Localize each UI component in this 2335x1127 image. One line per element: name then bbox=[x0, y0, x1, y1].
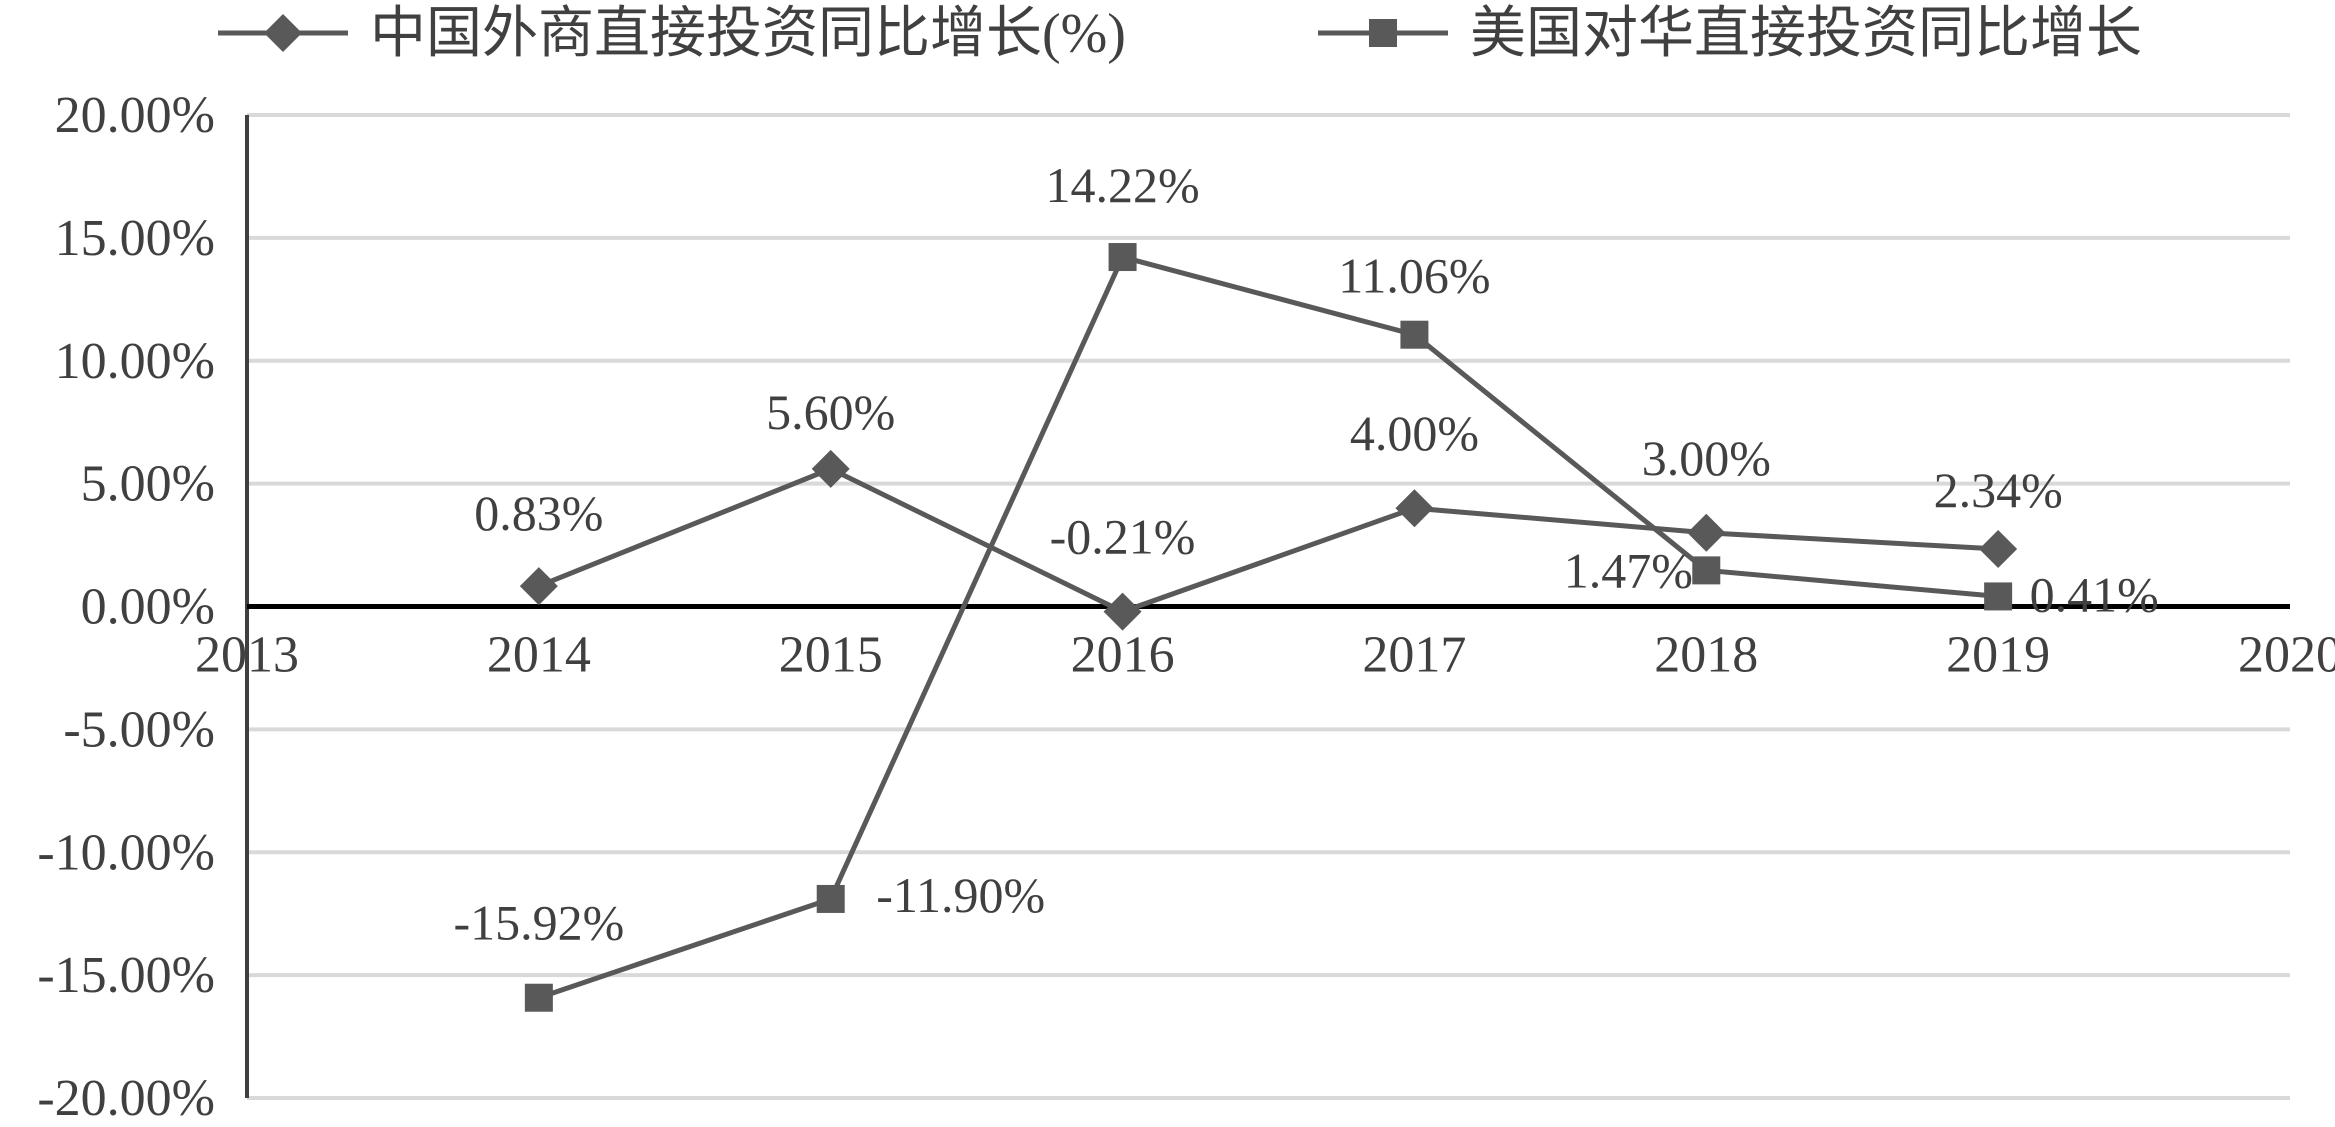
diamond-point-2015 bbox=[811, 449, 850, 488]
y-tick-label: 20.00% bbox=[55, 87, 215, 144]
data-label-1-2018: 3.00% bbox=[1642, 430, 1771, 486]
y-tick-label: -20.00% bbox=[37, 1070, 215, 1127]
x-tick-label: 2017 bbox=[1362, 627, 1466, 684]
series-line-2 bbox=[538, 254, 1999, 1001]
series-group bbox=[519, 243, 2018, 1012]
square-point-2014 bbox=[524, 983, 553, 1012]
series-line-1 bbox=[537, 466, 1999, 615]
diamond-point-2016 bbox=[1103, 592, 1142, 631]
data-label-1-2015: 5.60% bbox=[766, 384, 895, 440]
square-point-2015 bbox=[816, 884, 845, 913]
y-tick-label: -10.00% bbox=[37, 824, 215, 881]
y-tick-label: -15.00% bbox=[37, 947, 215, 1004]
diamond-point-2017 bbox=[1395, 489, 1434, 528]
x-tick-label: 2013 bbox=[195, 627, 299, 684]
x-tick-label: 2020 bbox=[2238, 627, 2335, 684]
y-tick-label: 10.00% bbox=[55, 333, 215, 390]
square-point-2018 bbox=[1692, 556, 1721, 585]
x-tick-label: 2019 bbox=[1946, 627, 2050, 684]
data-label-2-2018: 1.47% bbox=[1564, 542, 1693, 598]
square-point-2019 bbox=[1984, 582, 2013, 611]
diamond-point-2019 bbox=[1979, 529, 2018, 568]
diamond-point-2014 bbox=[519, 567, 558, 606]
y-tick-label: -5.00% bbox=[63, 701, 215, 758]
data-label-1-2017: 4.00% bbox=[1350, 405, 1479, 461]
square-point-2017 bbox=[1400, 320, 1429, 349]
data-label-2-2019: 0.41% bbox=[2030, 566, 2159, 622]
x-tick-label: 2018 bbox=[1654, 627, 1758, 684]
x-tick-label: 2014 bbox=[487, 627, 591, 684]
axes bbox=[245, 115, 2290, 1098]
data-label-1-2019: 2.34% bbox=[1934, 462, 2063, 518]
data-labels: 0.83% 5.60% -0.21% 4.00% 3.00% 2.34% -15.92% -1… bbox=[453, 157, 2158, 951]
legend-diamond-marker bbox=[264, 14, 302, 52]
data-label-2-2014: -15.92% bbox=[453, 895, 624, 951]
x-axis-ticks: 2013 2014 2015 2016 2017 2018 2019 2020 bbox=[195, 627, 2335, 684]
diamond-point-2018 bbox=[1687, 513, 1726, 552]
data-label-2-2015: -11.90% bbox=[876, 867, 1045, 923]
y-axis-ticks: 20.00% 15.00% 10.00% 5.00% 0.00% -5.00% -10.00… bbox=[37, 87, 215, 1127]
legend-square-marker bbox=[1369, 19, 1397, 47]
y-tick-label: 15.00% bbox=[55, 210, 215, 267]
x-tick-label: 2016 bbox=[1071, 627, 1175, 684]
data-label-2-2017: 11.06% bbox=[1338, 248, 1490, 304]
y-tick-label: 5.00% bbox=[81, 456, 215, 513]
y-tick-label: 0.00% bbox=[81, 579, 215, 636]
data-label-1-2014: 0.83% bbox=[474, 485, 603, 541]
square-point-2016 bbox=[1108, 243, 1137, 272]
data-label-1-2016: -0.21% bbox=[1050, 509, 1196, 565]
gridlines bbox=[247, 113, 2290, 1100]
data-label-2-2016: 14.22% bbox=[1045, 157, 1199, 213]
legend: 中国外商直接投资同比增长(%) 美国对华直接投资同比增长 bbox=[218, 3, 2142, 65]
x-tick-label: 2015 bbox=[779, 627, 883, 684]
legend-label-2: 美国对华直接投资同比增长 bbox=[1470, 3, 2142, 65]
legend-label-1: 中国外商直接投资同比增长(%) bbox=[370, 3, 1126, 65]
